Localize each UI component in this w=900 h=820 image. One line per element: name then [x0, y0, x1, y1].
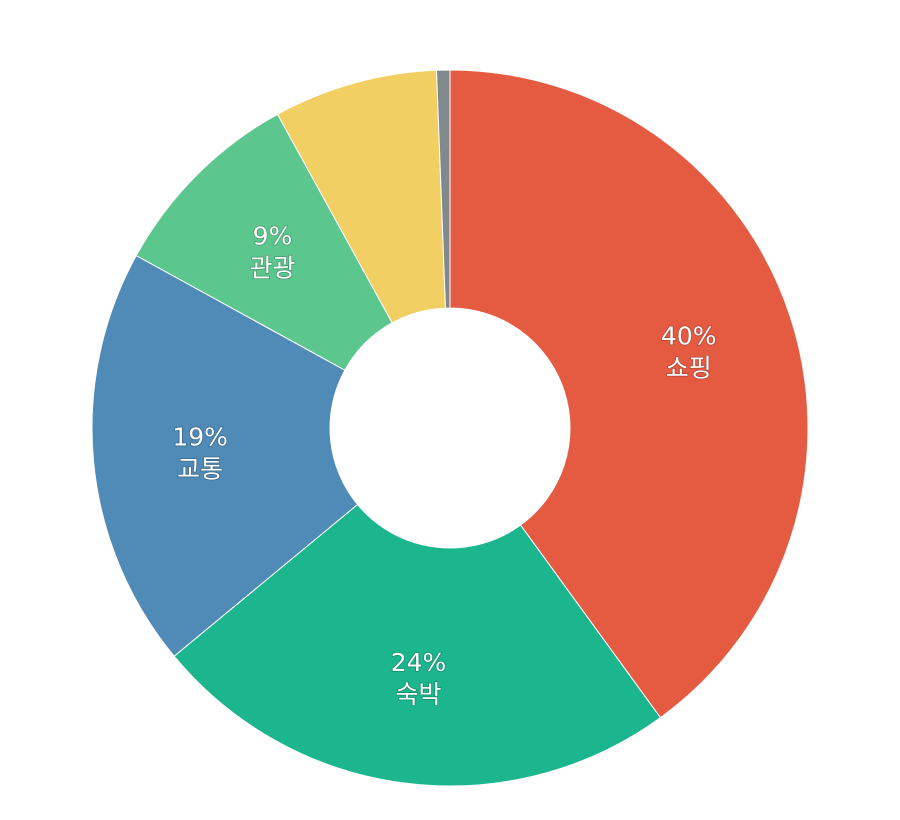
slice-label-교통: 19% 교통	[172, 423, 228, 484]
slice-unlabeled-5	[435, 69, 451, 309]
slice-percent-label: 19%	[172, 423, 228, 452]
slice-label-관광: 9% 관광	[250, 222, 296, 283]
slice-category-label: 교통	[177, 455, 223, 484]
slices-group	[91, 69, 809, 787]
slice-percent-label: 9%	[253, 222, 293, 251]
slice-숙박	[173, 503, 662, 787]
slice-교통	[91, 254, 359, 657]
labels-group: 40% 쇼핑 24% 숙박 19% 교통 9% 관광	[172, 221, 718, 710]
slice-category-label: 쇼핑	[666, 353, 712, 382]
slice-percent-label: 24%	[391, 648, 447, 677]
slice-label-숙박: 24% 숙박	[391, 648, 447, 709]
slice-category-label: 관광	[250, 254, 296, 283]
slice-category-label: 숙박	[396, 680, 442, 709]
slice-관광	[135, 113, 393, 371]
slice-쇼핑	[449, 69, 809, 719]
slice-label-쇼핑: 40% 쇼핑	[661, 321, 717, 382]
slice-percent-label: 40%	[661, 321, 717, 350]
